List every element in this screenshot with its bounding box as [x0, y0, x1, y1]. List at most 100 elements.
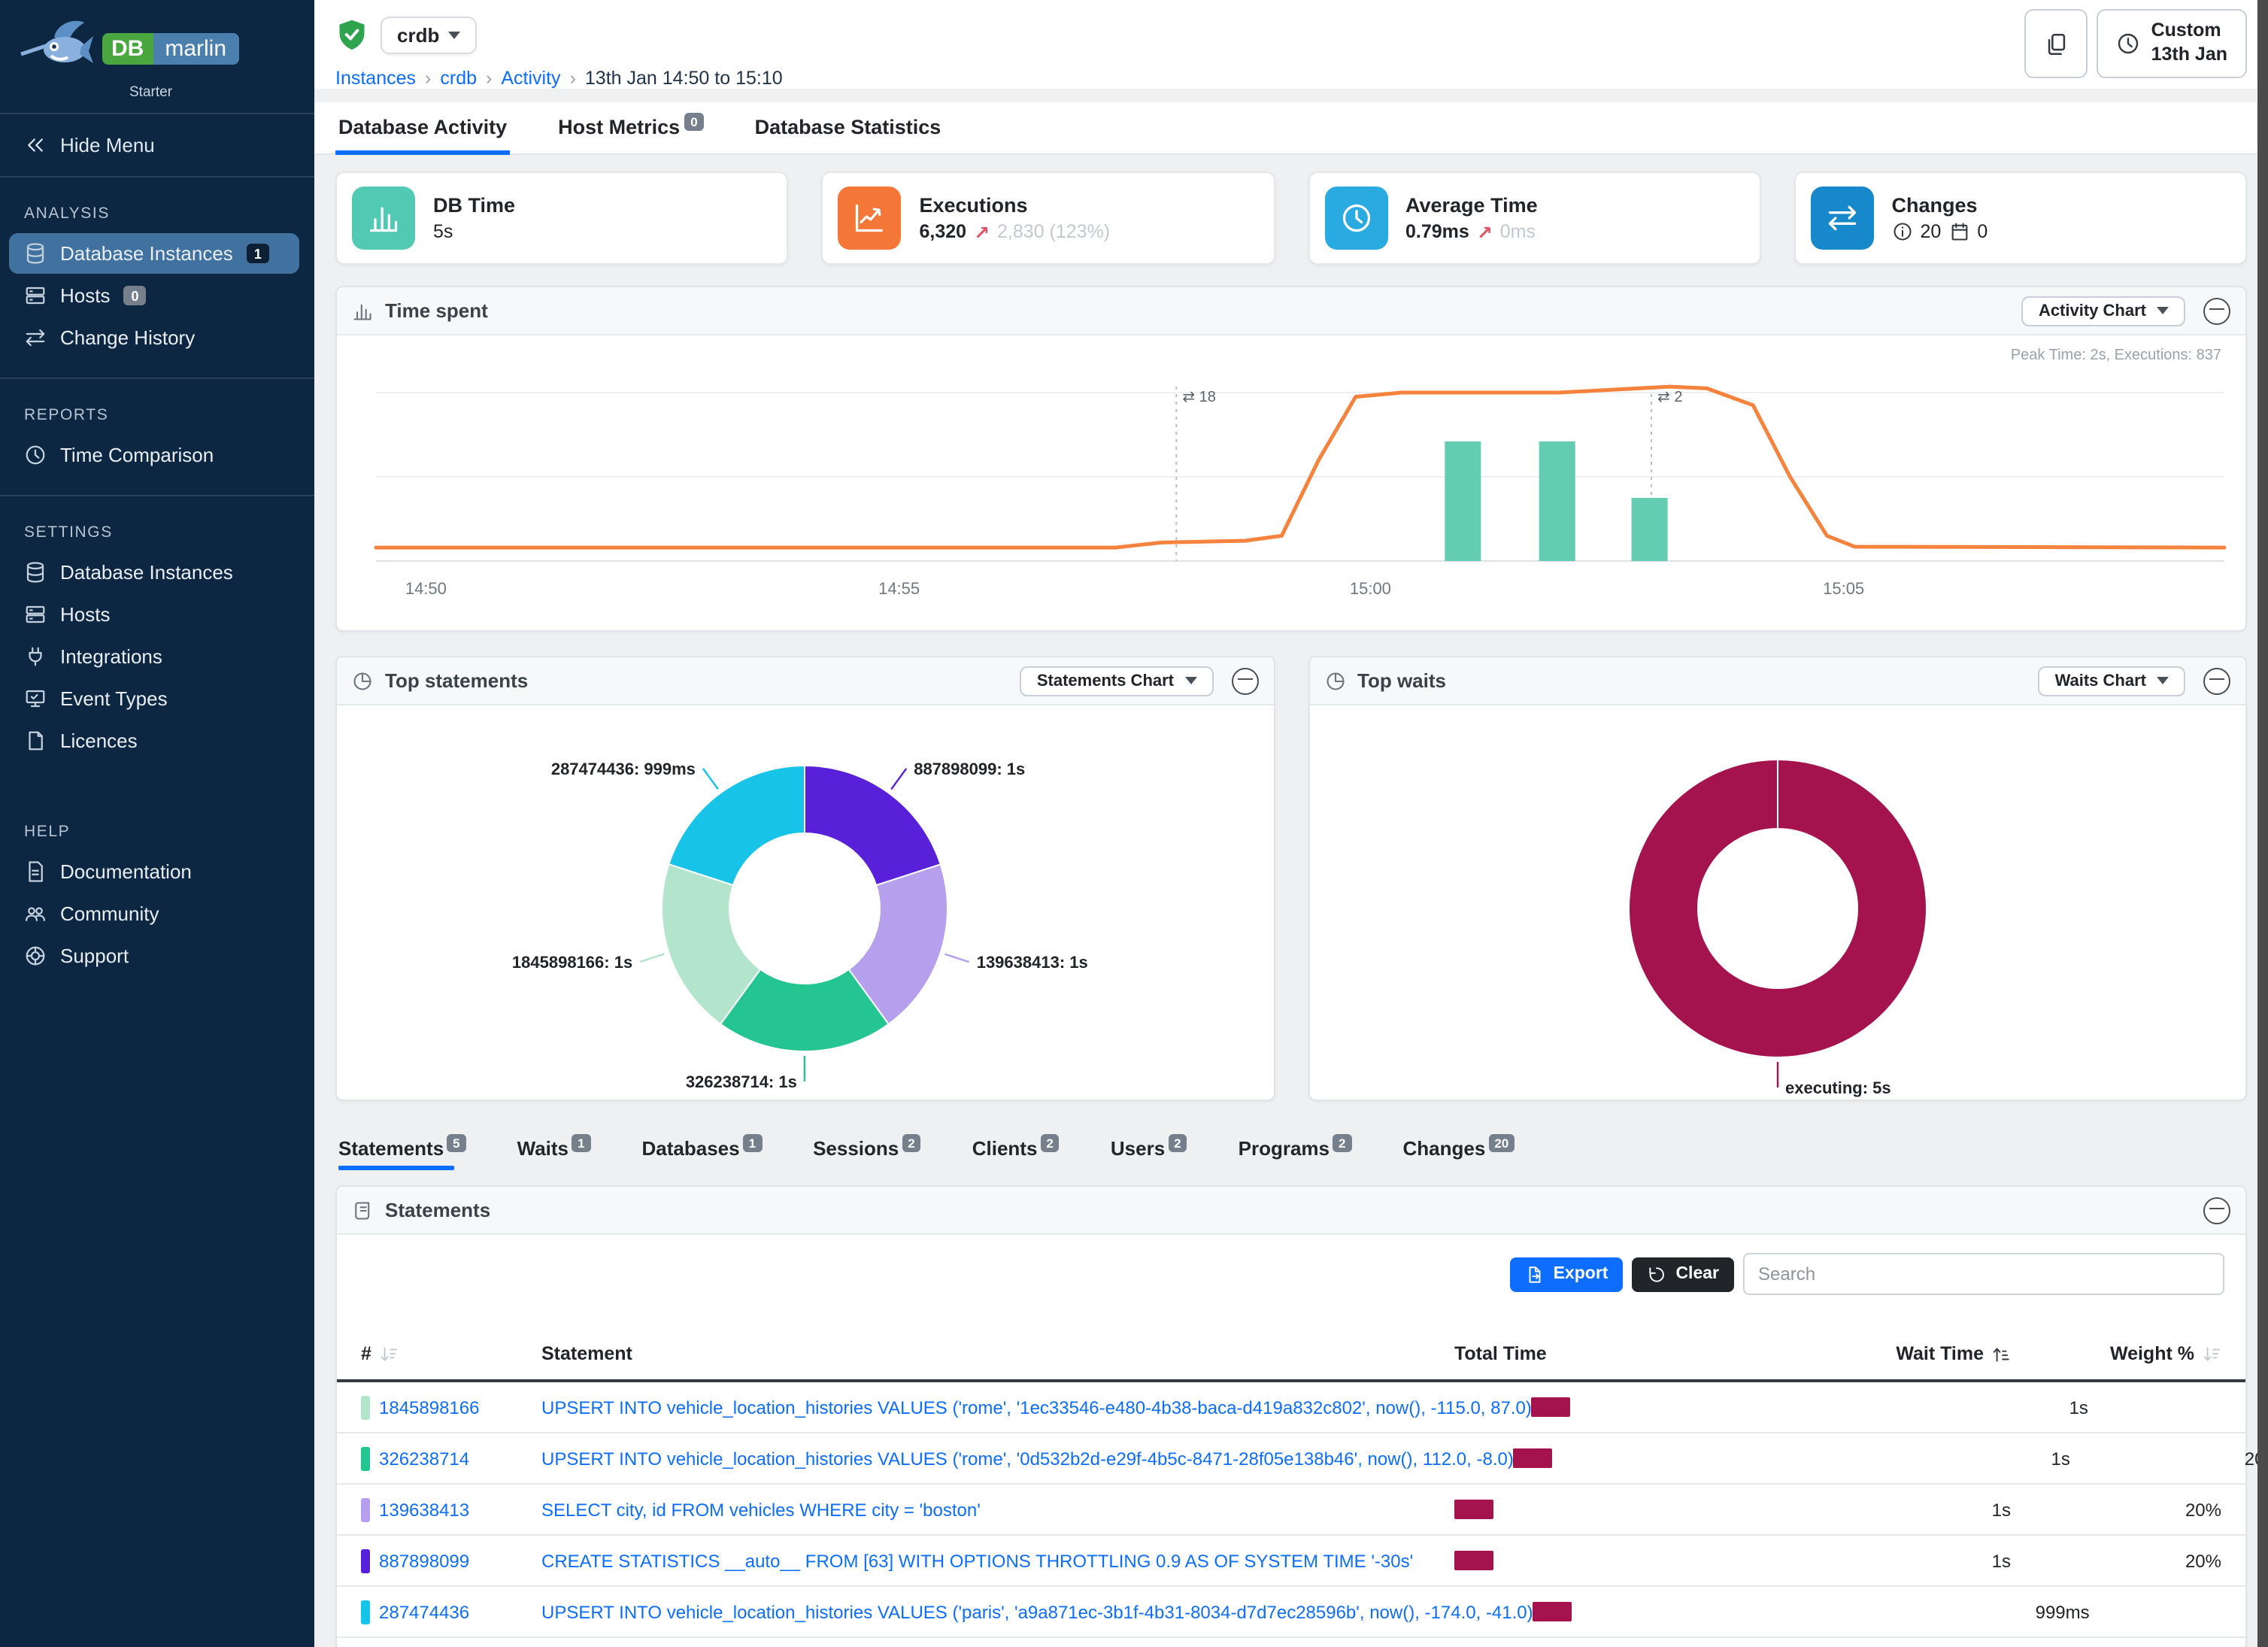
kpi-changes: Changes 20 0 — [1793, 171, 2247, 265]
top-bar: crdb Instances › crdb › Activity › 13th Jan 14… — [314, 0, 2268, 89]
sidebar-item-settings-database-instances[interactable]: Database Instances — [9, 552, 299, 593]
tab-host-metrics[interactable]: Host Metrics 0 — [555, 102, 707, 153]
scrollbar[interactable] — [2257, 0, 2268, 1647]
panel-title: Top statements — [385, 669, 529, 692]
column-weight[interactable]: Weight % — [2011, 1343, 2221, 1364]
tab-label: Changes — [1402, 1137, 1486, 1160]
sidebar-item-licences[interactable]: Licences — [9, 720, 299, 761]
scroll-icon — [352, 1200, 373, 1221]
statement-link[interactable]: UPSERT INTO vehicle_location_histories V… — [541, 1448, 1514, 1469]
search-input[interactable] — [1743, 1253, 2224, 1295]
sort-icon[interactable] — [2202, 1344, 2221, 1363]
waits-chart-dropdown[interactable]: Waits Chart — [2038, 666, 2185, 696]
sidebar-item-hosts[interactable]: Hosts 0 — [9, 275, 299, 316]
collapse-panel-button[interactable] — [1231, 667, 1258, 694]
clear-button[interactable]: Clear — [1632, 1257, 1734, 1291]
tab-sessions[interactable]: Sessions 2 — [813, 1134, 921, 1170]
kpi-row: DB Time 5s Executions 6,320 ↗ 2,830 (123… — [335, 171, 2247, 265]
sidebar-item-documentation[interactable]: Documentation — [9, 851, 299, 892]
column-wait-time[interactable]: Wait Time — [1710, 1343, 2011, 1364]
time-range-button[interactable]: Custom 13th Jan — [2097, 9, 2247, 78]
wait-time-value: 1s — [2051, 1448, 2070, 1469]
tab-label: Clients — [972, 1137, 1038, 1160]
sidebar-item-event-types[interactable]: Event Types — [9, 678, 299, 719]
collapse-panel-button[interactable] — [2203, 667, 2230, 694]
statement-id-link[interactable]: 139638413 — [379, 1499, 470, 1520]
sidebar-item-database-instances[interactable]: Database Instances 1 — [9, 233, 299, 274]
statement-link[interactable]: CREATE STATISTICS __auto__ FROM [63] WIT… — [541, 1550, 1414, 1571]
kpi-delta: 2,830 (123%) — [997, 221, 1111, 242]
tab-statements[interactable]: Statements 5 — [338, 1134, 466, 1170]
svg-text:15:00: 15:00 — [1350, 579, 1391, 598]
statement-link[interactable]: UPSERT INTO vehicle_location_histories V… — [541, 1601, 1533, 1622]
column-id[interactable]: # — [361, 1343, 541, 1364]
clock-icon — [24, 444, 47, 466]
tab-database-activity[interactable]: Database Activity — [335, 102, 511, 155]
tab-label: Database Statistics — [754, 116, 941, 138]
sort-icon[interactable] — [379, 1344, 399, 1363]
tab-label: Programs — [1238, 1137, 1330, 1160]
sidebar-item-change-history[interactable]: Change History — [9, 317, 299, 358]
sidebar-item-label: Database Instances — [60, 242, 233, 265]
statement-link[interactable]: SELECT city, id FROM vehicles WHERE city… — [541, 1499, 981, 1520]
tab-waits[interactable]: Waits 1 — [517, 1134, 591, 1170]
weight-value: 20% — [2090, 1601, 2268, 1622]
statement-id-link[interactable]: 1845898166 — [379, 1397, 480, 1418]
statement-id-link[interactable]: 887898099 — [379, 1550, 470, 1571]
caret-down-icon — [448, 31, 461, 38]
tab-databases[interactable]: Databases 1 — [642, 1134, 763, 1170]
sidebar: DB marlin Starter Hide Menu ANALYSIS Dat… — [0, 0, 314, 1647]
swap-arrows-icon — [1810, 187, 1874, 250]
export-label: Export — [1553, 1265, 1609, 1283]
table-row: 887898099 CREATE STATISTICS __auto__ FRO… — [337, 1536, 2245, 1587]
sidebar-item-label: Time Comparison — [60, 444, 214, 466]
statement-link[interactable]: UPSERT INTO vehicle_location_histories V… — [541, 1397, 1532, 1418]
section-title-settings: SETTINGS — [24, 523, 113, 541]
total-time-bar — [1513, 1448, 1553, 1468]
export-button[interactable]: Export — [1509, 1257, 1624, 1291]
statements-chart-dropdown[interactable]: Statements Chart — [1020, 666, 1213, 696]
sidebar-item-label: Hosts — [60, 284, 111, 307]
edition-label: Starter — [129, 84, 173, 101]
breadcrumb-crdb[interactable]: crdb — [440, 68, 478, 89]
tab-programs[interactable]: Programs 2 — [1238, 1134, 1352, 1170]
support-icon — [24, 945, 47, 967]
sidebar-item-support[interactable]: Support — [9, 936, 299, 976]
tab-label: Statements — [338, 1137, 444, 1160]
undo-icon — [1647, 1264, 1666, 1284]
tab-database-statistics[interactable]: Database Statistics — [752, 102, 944, 153]
dbmarlin-logo: DB marlin Starter — [0, 0, 314, 113]
top-waits-donut[interactable]: executing: 5s — [1309, 705, 2245, 1100]
collapse-panel-button[interactable] — [2203, 297, 2230, 324]
tab-badge: 1 — [742, 1134, 763, 1152]
instance-selector[interactable]: crdb — [381, 16, 478, 53]
breadcrumb-instances[interactable]: Instances — [335, 68, 417, 89]
total-time-bar — [1454, 1551, 1493, 1570]
wait-time-value: 999ms — [2035, 1601, 2090, 1622]
sidebar-item-time-comparison[interactable]: Time Comparison — [9, 435, 299, 475]
kpi-average-time: Average Time 0.79ms ↗ 0ms — [1308, 171, 1761, 265]
sidebar-item-community[interactable]: Community — [9, 893, 299, 934]
breadcrumb-activity[interactable]: Activity — [501, 68, 561, 89]
statement-id-link[interactable]: 326238714 — [379, 1448, 470, 1469]
sidebar-item-settings-hosts[interactable]: Hosts — [9, 594, 299, 635]
logo-marlin-badge: marlin — [153, 32, 239, 64]
top-statements-donut[interactable]: 887898099: 1s 139638413: 1s 326238714: 1s 1… — [337, 705, 1272, 1100]
statement-color-swatch — [361, 1548, 370, 1573]
column-total-time[interactable]: Total Time — [1454, 1343, 1547, 1364]
sort-asc-icon[interactable] — [1991, 1344, 2011, 1363]
tab-changes[interactable]: Changes 20 — [1402, 1134, 1515, 1170]
tab-badge: 1 — [572, 1134, 591, 1152]
hide-menu-button[interactable]: Hide Menu — [0, 114, 314, 176]
logo-db-badge: DB — [102, 32, 153, 64]
statement-id-link[interactable]: 287474436 — [379, 1601, 470, 1622]
kpi-value: 6,320 — [919, 221, 967, 242]
tab-clients[interactable]: Clients 2 — [972, 1134, 1060, 1170]
sidebar-item-integrations[interactable]: Integrations — [9, 636, 299, 677]
time-spent-chart[interactable]: 14:50 14:55 15:00 15:05 ⇄ 18 ⇄ 2 — [337, 335, 2245, 630]
copy-button[interactable] — [2024, 9, 2088, 78]
tab-users[interactable]: Users 2 — [1111, 1134, 1187, 1170]
collapse-panel-button[interactable] — [2203, 1197, 2230, 1224]
activity-chart-dropdown[interactable]: Activity Chart — [2021, 296, 2185, 326]
column-statement[interactable]: Statement — [541, 1343, 632, 1364]
